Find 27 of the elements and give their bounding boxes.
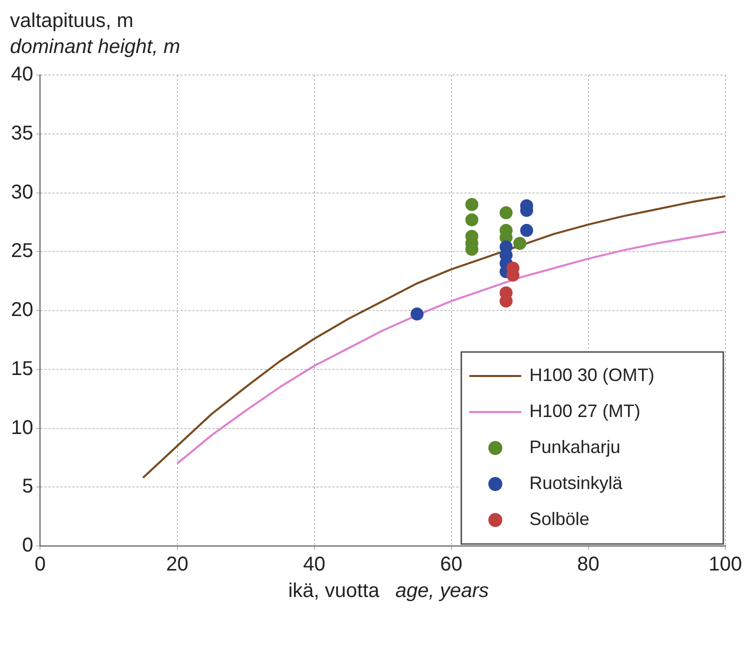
x-tick-label: 80 <box>577 554 600 576</box>
y-tick-label: 0 <box>22 534 34 557</box>
point <box>465 198 478 212</box>
y-tick-label: 30 <box>10 181 34 204</box>
x-tick-label: 100 <box>708 554 742 576</box>
legend-label: Solböle <box>529 508 590 529</box>
legend-label: Ruotsinkylä <box>529 472 624 493</box>
y-tick-label: 10 <box>10 416 34 439</box>
point <box>513 236 526 250</box>
y-tick-label: 20 <box>10 299 34 322</box>
x-tick-label: 40 <box>303 554 326 576</box>
x-axis-title: ikä, vuotta age, years <box>288 580 489 602</box>
y-tick-label: 35 <box>10 122 34 144</box>
point <box>520 224 534 237</box>
legend-label: Punkaharju <box>529 436 620 457</box>
x-tick-label: 60 <box>440 554 462 576</box>
y-tick-label: 40 <box>10 64 34 86</box>
y-tick-label: 15 <box>10 358 34 380</box>
legend-label: H100 30 (OMT) <box>529 364 654 385</box>
y-tick-label: 25 <box>10 240 34 262</box>
x-tick-label: 20 <box>166 554 188 576</box>
point <box>410 308 424 321</box>
legend-label: H100 27 (MT) <box>529 400 640 421</box>
point <box>500 206 513 220</box>
y-axis-title: valtapituus, m dominant height, m <box>10 9 182 60</box>
y-tick-label: 5 <box>22 476 34 498</box>
point <box>465 213 478 226</box>
